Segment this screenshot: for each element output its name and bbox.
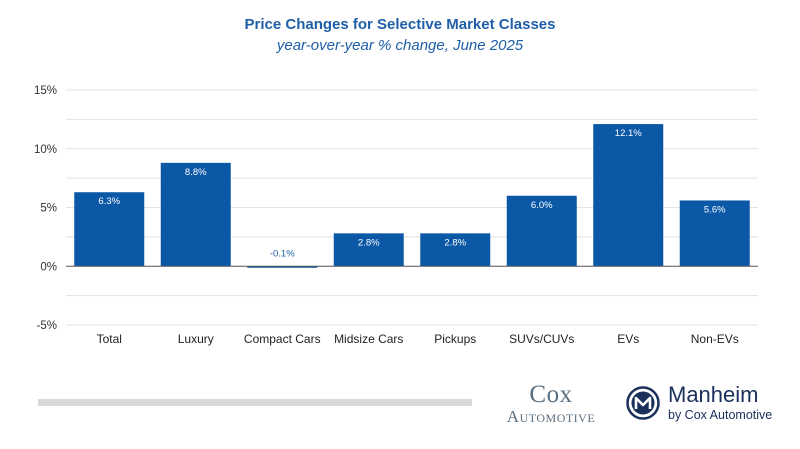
manheim-tagline: by Cox Automotive bbox=[668, 408, 773, 422]
data-label: 8.8% bbox=[185, 167, 207, 178]
x-category-label: Total bbox=[97, 332, 122, 346]
data-label: 2.8% bbox=[444, 237, 466, 248]
x-category-label: Luxury bbox=[178, 332, 214, 346]
decorative-divider bbox=[38, 399, 472, 406]
x-category-label: SUVs/CUVs bbox=[509, 332, 574, 346]
manheim-name: Manheim bbox=[668, 382, 759, 407]
y-tick-label: 0% bbox=[40, 261, 57, 273]
data-label: 6.0% bbox=[531, 200, 553, 211]
data-label: -0.1% bbox=[270, 248, 295, 259]
x-category-label: Midsize Cars bbox=[334, 332, 403, 346]
data-label: 5.6% bbox=[704, 204, 726, 215]
data-label: 12.1% bbox=[615, 128, 642, 139]
bar bbox=[74, 192, 145, 267]
bar bbox=[593, 124, 664, 267]
data-label: 2.8% bbox=[358, 237, 380, 248]
data-label: 6.3% bbox=[98, 196, 120, 207]
y-tick-label: 15% bbox=[34, 85, 57, 97]
y-tick-label: 5% bbox=[40, 203, 57, 215]
cox-logo-line2: Automotive bbox=[506, 407, 596, 426]
cox-automotive-logo: Cox Automotive bbox=[490, 382, 612, 425]
x-category-label: Pickups bbox=[434, 332, 476, 346]
manheim-emblem-icon bbox=[626, 386, 660, 420]
x-category-label: EVs bbox=[617, 332, 639, 346]
y-tick-label: 10% bbox=[34, 144, 57, 156]
bar bbox=[420, 233, 491, 267]
bar bbox=[679, 200, 750, 267]
chart-subtitle: year-over-year % change, June 2025 bbox=[276, 37, 524, 54]
bar bbox=[247, 266, 318, 268]
x-category-label: Compact Cars bbox=[244, 332, 321, 346]
manheim-logo: Manheim by Cox Automotive bbox=[626, 384, 796, 426]
cox-logo-line1: Cox bbox=[529, 381, 573, 408]
bar bbox=[333, 233, 404, 267]
chart-title: Price Changes for Selective Market Class… bbox=[244, 16, 556, 33]
x-category-label: Non-EVs bbox=[691, 332, 739, 346]
bar bbox=[160, 162, 231, 267]
y-tick-label: -5% bbox=[37, 320, 57, 332]
bar bbox=[506, 195, 577, 267]
bar-chart: 15% 10% 5% 0% -5% 6.3% Total 8.8% Luxury -0.1% Com… bbox=[34, 85, 758, 346]
